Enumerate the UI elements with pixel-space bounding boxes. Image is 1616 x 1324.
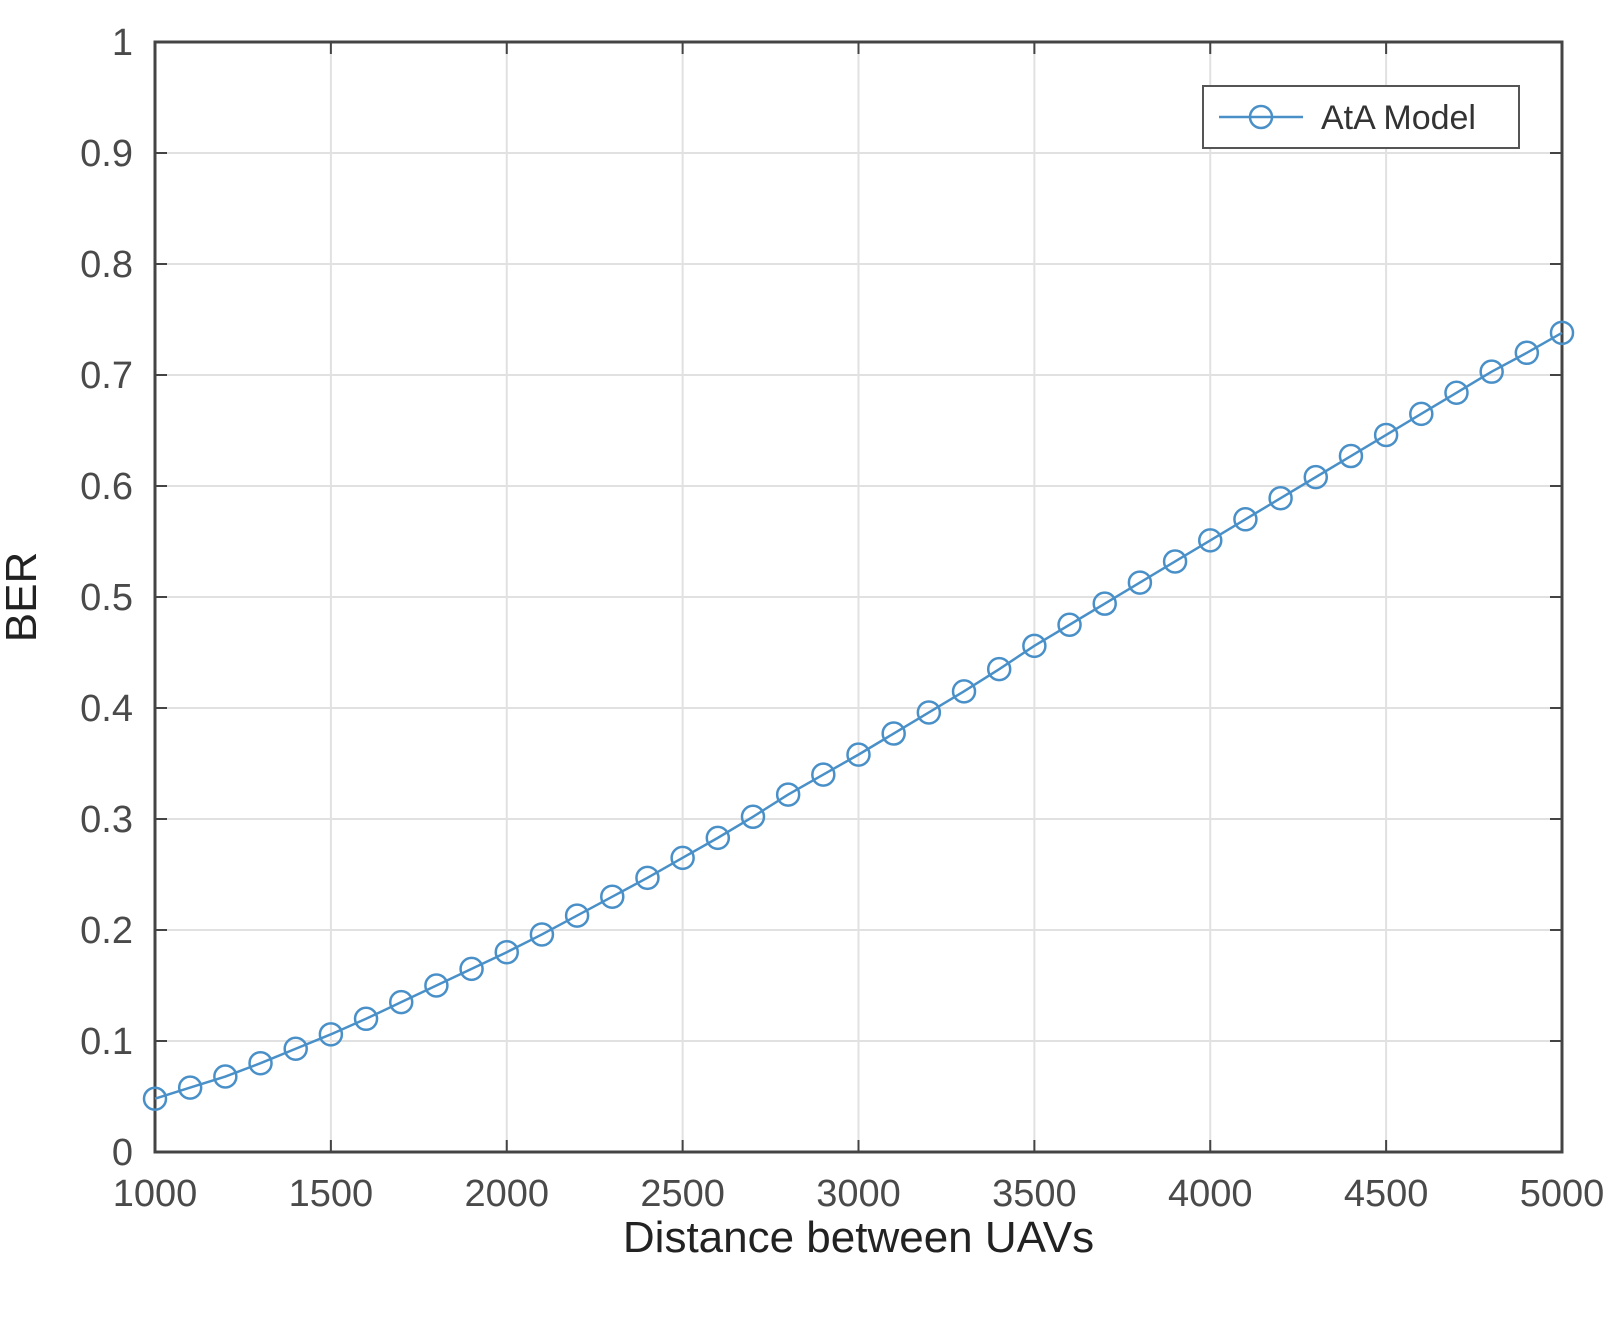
data-point <box>1514 340 1540 366</box>
data-point <box>1268 485 1293 511</box>
data-point <box>1549 320 1575 346</box>
data-point <box>564 903 590 928</box>
data-point <box>283 1036 308 1062</box>
data-point <box>1162 549 1188 574</box>
y-tick-label: 0.5 <box>80 577 133 619</box>
x-tick-label: 3000 <box>816 1173 901 1215</box>
data-point <box>881 721 906 746</box>
y-tick-label: 0.6 <box>80 466 133 508</box>
x-tick-label: 2000 <box>464 1173 549 1215</box>
y-tick-labels: 0 0.1 0.2 0.3 0.4 0.5 0.6 0.7 0.8 0.9 1 <box>80 22 133 1174</box>
plot-frame <box>153 40 1564 1154</box>
y-tick-label: 0.4 <box>80 688 133 730</box>
data-point <box>1127 570 1153 595</box>
data-point <box>388 989 414 1015</box>
data-point <box>213 1064 238 1089</box>
legend-marker <box>1248 104 1274 130</box>
x-tick-label: 2500 <box>640 1173 725 1215</box>
series-line-ata-model <box>154 331 1563 1100</box>
y-tick-label: 0.2 <box>80 910 133 952</box>
data-point <box>177 1075 203 1100</box>
y-tick-label: 0.8 <box>80 244 133 286</box>
data-point <box>600 884 625 909</box>
y-tick-label: 0.1 <box>80 1021 133 1063</box>
x-tick-label: 5000 <box>1520 1173 1605 1215</box>
data-point <box>951 679 977 704</box>
data-point <box>705 825 731 851</box>
data-point <box>1479 359 1504 384</box>
legend: AtA Model <box>1202 85 1520 149</box>
data-point <box>916 700 942 725</box>
data-point <box>494 939 519 965</box>
data-point <box>459 956 484 982</box>
data-point <box>670 845 695 871</box>
x-tick-labels: 1000 1500 2000 2500 3000 3500 4000 4500 5000 <box>113 1173 1605 1215</box>
data-point <box>1444 380 1469 406</box>
data-point <box>811 762 836 787</box>
y-tick-label: 0.9 <box>80 133 133 175</box>
data-point <box>424 973 449 998</box>
legend-label: AtA Model <box>1321 99 1476 137</box>
y-tick-label: 1 <box>112 22 133 64</box>
data-point <box>318 1022 344 1047</box>
y-tick-label: 0 <box>112 1132 133 1174</box>
x-tick-label: 1500 <box>289 1173 374 1215</box>
data-point <box>1303 464 1329 490</box>
y-tick-label: 0.7 <box>80 355 133 397</box>
data-point <box>1338 443 1364 469</box>
x-tick-label: 3500 <box>992 1173 1077 1215</box>
y-tick-label: 0.3 <box>80 799 133 841</box>
data-point <box>1198 528 1223 553</box>
data-point <box>1022 633 1047 659</box>
x-tick-label: 1000 <box>113 1173 198 1215</box>
data-point <box>740 804 766 830</box>
data-point <box>529 922 555 947</box>
data-point <box>1092 591 1117 616</box>
data-point <box>1057 612 1082 637</box>
x-tick-label: 4500 <box>1344 1173 1429 1215</box>
y-axis-title: BER <box>0 552 46 642</box>
data-point <box>775 782 801 807</box>
data-point <box>1409 401 1434 427</box>
grid-lines <box>154 41 1563 1153</box>
series-layer <box>142 320 1575 1111</box>
data-point <box>1373 422 1399 448</box>
data-point <box>1233 507 1258 532</box>
x-tick-label: 4000 <box>1168 1173 1253 1215</box>
x-axis-title: Distance between UAVs <box>623 1213 1094 1262</box>
data-point <box>635 865 660 891</box>
data-point <box>142 1086 168 1111</box>
data-point <box>986 656 1012 682</box>
data-point <box>248 1050 273 1076</box>
data-point <box>353 1006 379 1032</box>
data-point <box>846 742 871 767</box>
